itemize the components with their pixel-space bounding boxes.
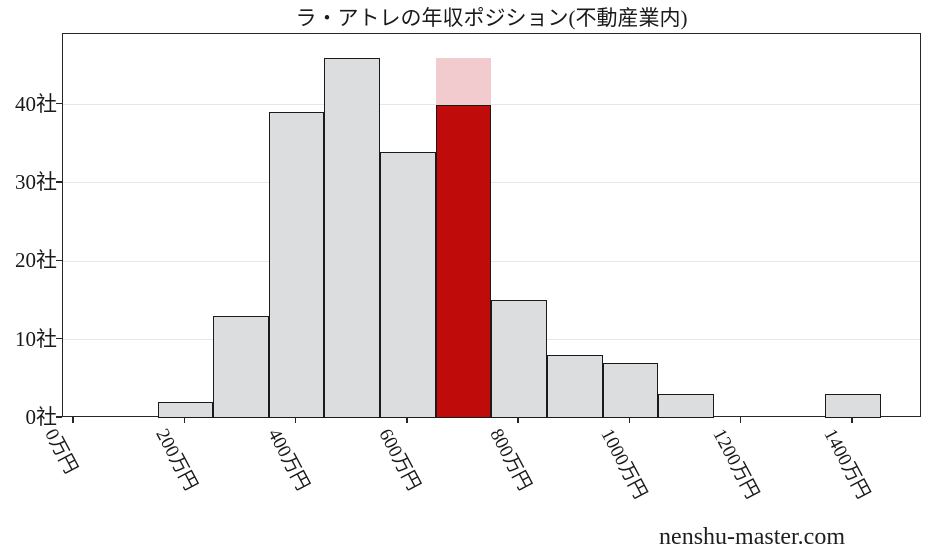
x-tick-mark-0 — [72, 417, 74, 423]
y-tick-mark-30 — [56, 181, 62, 183]
x-tick-mark-1400 — [851, 417, 853, 423]
gridline-30 — [63, 182, 920, 184]
x-tick-mark-400 — [294, 417, 297, 423]
x-tick-label-1400: 1400万円 — [819, 425, 874, 503]
x-tick-mark-200 — [183, 417, 186, 423]
plot-area — [62, 33, 921, 418]
x-tick-label-0: 0万円 — [40, 425, 82, 478]
chart-title: ラ・アトレの年収ポジション(不動産業内) — [295, 6, 688, 30]
x-tick-label-1000: 1000万円 — [596, 425, 652, 503]
y-tick-label-0: 0社 — [25, 405, 58, 429]
gridline-20 — [63, 260, 920, 262]
x-tick-mark-600 — [406, 417, 408, 423]
bar-1000 — [602, 363, 659, 418]
bar-400 — [268, 112, 325, 418]
watermark-text: nenshu-master.com — [659, 524, 845, 550]
bar-900 — [547, 355, 603, 418]
bar-1400 — [825, 394, 881, 418]
x-tick-label-800: 800万円 — [485, 425, 536, 495]
bar-800 — [491, 300, 547, 418]
y-tick-label-20: 20社 — [15, 248, 57, 273]
gridline-40 — [63, 104, 920, 106]
y-tick-mark-40 — [56, 102, 62, 105]
x-tick-mark-1200 — [739, 417, 742, 423]
x-tick-label-1200: 1200万円 — [708, 425, 763, 503]
x-tick-mark-1000 — [628, 417, 631, 423]
y-tick-mark-0 — [56, 416, 62, 418]
bar-1100 — [658, 394, 714, 418]
highlight-overlay-700 — [435, 57, 492, 105]
y-tick-label-40: 40社 — [15, 91, 57, 116]
x-tick-mark-800 — [517, 417, 519, 423]
x-tick-label-200: 200万円 — [151, 425, 202, 495]
y-tick-label-10: 10社 — [15, 326, 57, 351]
y-tick-mark-10 — [56, 337, 62, 340]
x-tick-label-400: 400万円 — [262, 425, 313, 495]
x-tick-label-600: 600万円 — [374, 425, 425, 495]
bar-200 — [157, 402, 214, 418]
bar-600 — [380, 151, 436, 418]
highlighted-bar-700 — [435, 104, 492, 418]
bar-300 — [213, 316, 269, 418]
y-tick-mark-20 — [56, 259, 62, 261]
bar-500 — [324, 57, 381, 418]
y-tick-label-30: 30社 — [15, 169, 57, 194]
